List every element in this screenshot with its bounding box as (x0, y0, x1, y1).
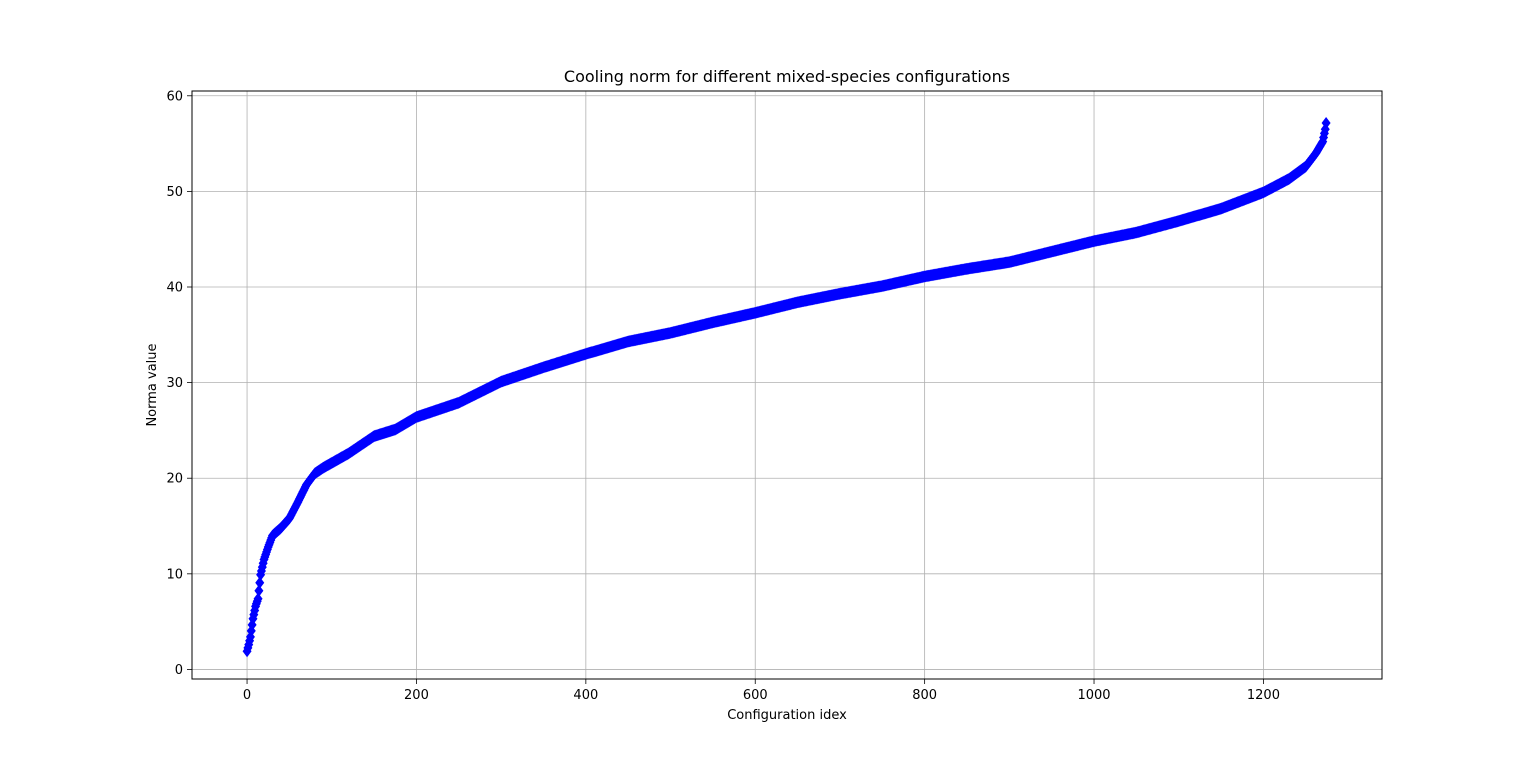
x-axis-label: Configuration idex (727, 708, 847, 723)
data-point (253, 592, 263, 605)
grid (192, 91, 1382, 679)
x-tick-label: 400 (573, 688, 598, 703)
data-point (255, 576, 265, 589)
y-tick-label: 20 (166, 472, 183, 487)
x-tick-label: 1000 (1077, 688, 1110, 703)
y-tick-label: 30 (166, 376, 183, 391)
x-tick-label: 1200 (1247, 688, 1280, 703)
y-tick-label: 60 (166, 89, 183, 104)
x-tick-label: 0 (243, 688, 251, 703)
y-tick-label: 0 (175, 663, 183, 678)
y-axis-label: Norma value (145, 343, 160, 426)
data-points (242, 117, 1331, 658)
axis-ticks: 0 200 400 600 800 1000 1200 0 10 20 30 40 50 60 (166, 89, 1280, 703)
y-tick-label: 50 (166, 185, 183, 200)
x-tick-label: 600 (743, 688, 768, 703)
x-tick-label: 200 (404, 688, 429, 703)
chart-title: Cooling norm for different mixed-species… (564, 67, 1010, 86)
data-point (1321, 117, 1331, 130)
plot-frame (191, 90, 1383, 680)
y-tick-label: 10 (166, 567, 183, 582)
data-point (254, 584, 264, 597)
x-tick-label: 800 (912, 688, 937, 703)
y-tick-label: 40 (166, 281, 183, 296)
